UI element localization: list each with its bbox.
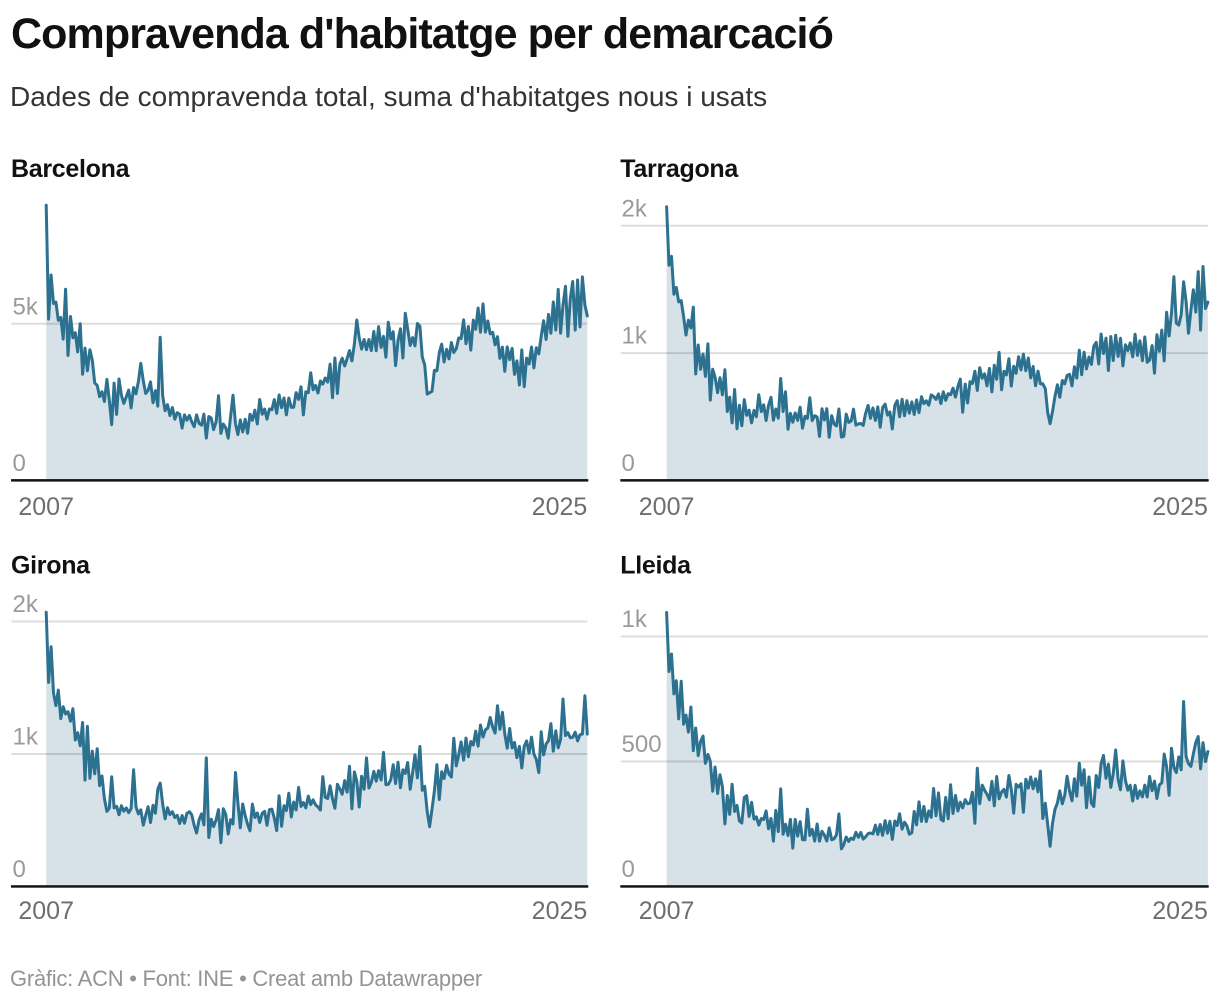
svg-text:1k: 1k [13, 724, 39, 751]
svg-text:Girona: Girona [11, 552, 91, 580]
svg-text:0: 0 [13, 856, 26, 883]
svg-text:2025: 2025 [532, 493, 588, 521]
svg-text:Lleida: Lleida [620, 552, 692, 580]
svg-text:500: 500 [622, 731, 662, 758]
svg-text:1k: 1k [622, 606, 648, 633]
svg-text:2025: 2025 [1152, 897, 1208, 925]
svg-text:2025: 2025 [532, 897, 588, 925]
svg-text:2007: 2007 [18, 493, 74, 521]
svg-text:2007: 2007 [18, 897, 74, 925]
svg-text:2007: 2007 [639, 493, 695, 521]
svg-text:2k: 2k [13, 591, 39, 618]
svg-text:1k: 1k [622, 323, 648, 350]
svg-text:0: 0 [13, 450, 26, 477]
svg-text:2025: 2025 [1152, 493, 1208, 521]
svg-text:Tarragona: Tarragona [620, 155, 739, 183]
svg-text:2k: 2k [622, 195, 648, 222]
svg-text:0: 0 [622, 450, 635, 477]
svg-text:Barcelona: Barcelona [11, 155, 131, 183]
svg-text:0: 0 [622, 856, 635, 883]
svg-text:5k: 5k [13, 293, 39, 320]
svg-text:2007: 2007 [639, 897, 695, 925]
